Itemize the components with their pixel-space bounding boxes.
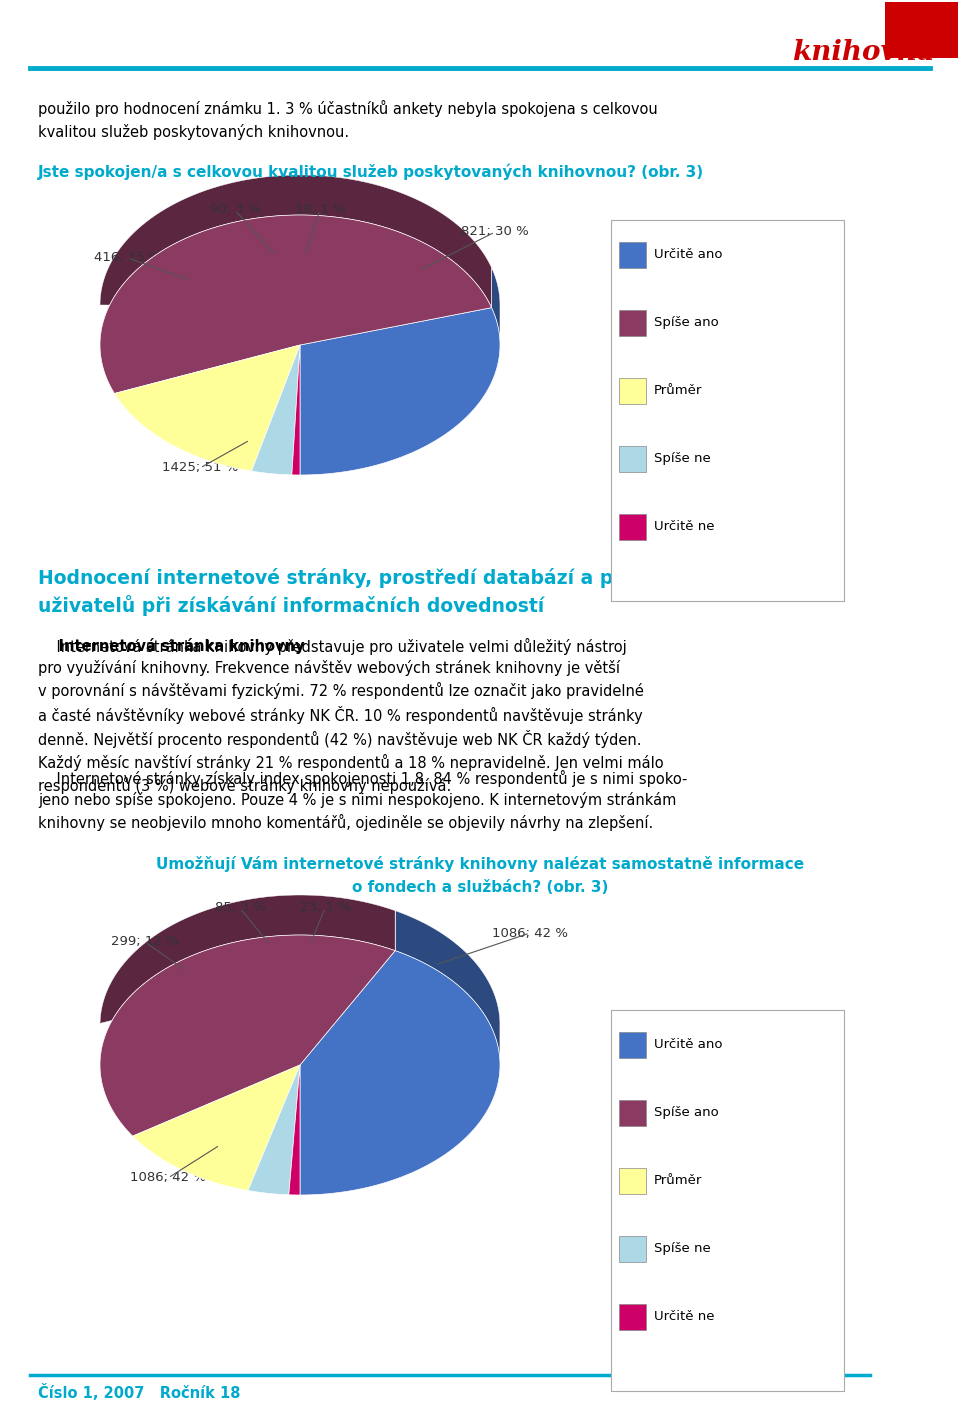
Polygon shape <box>492 268 500 343</box>
Text: Číslo 1, 2007   Ročník 18: Číslo 1, 2007 Ročník 18 <box>38 1383 241 1400</box>
Text: uživatelů při získávání informačních dovedností: uživatelů při získávání informačních dov… <box>38 595 544 616</box>
Polygon shape <box>100 895 396 1063</box>
Bar <box>619 1100 646 1126</box>
Polygon shape <box>100 935 396 1136</box>
Polygon shape <box>100 176 492 346</box>
Text: 416; 15 %: 416; 15 % <box>94 252 162 265</box>
Text: Určitě ano: Určitě ano <box>654 1038 723 1052</box>
Text: 23; 1 %: 23; 1 % <box>300 902 350 915</box>
Text: Spíše ne: Spíše ne <box>654 1242 710 1256</box>
Text: Průměr: Průměr <box>654 384 703 398</box>
Bar <box>619 1236 646 1262</box>
Bar <box>619 446 646 472</box>
Text: Internetová stránka knihovny představuje pro uživatele velmi důležitý nástroj
pr: Internetová stránka knihovny představuje… <box>38 639 663 794</box>
Bar <box>612 219 844 602</box>
Polygon shape <box>100 215 492 394</box>
Text: 1086; 42 %: 1086; 42 % <box>492 926 568 939</box>
Bar <box>619 378 646 404</box>
Bar <box>619 242 646 268</box>
Bar <box>619 1304 646 1330</box>
Text: Internetové stránky získaly index spokojenosti 1,8. 84 % respondentů je s nimi s: Internetové stránky získaly index spokoj… <box>38 770 687 831</box>
Polygon shape <box>396 910 500 1061</box>
Text: Umožňují Vám internetové stránky knihovny nalézat samostatně informace: Umožňují Vám internetové stránky knihovn… <box>156 857 804 872</box>
Bar <box>619 1168 646 1194</box>
Text: Určitě ano: Určitě ano <box>654 248 723 262</box>
Text: Průměr: Průměr <box>654 1174 703 1188</box>
Bar <box>619 514 646 539</box>
Polygon shape <box>252 346 300 474</box>
Text: o fondech a službách? (obr. 3): o fondech a službách? (obr. 3) <box>351 879 609 895</box>
Bar <box>612 1010 844 1392</box>
Polygon shape <box>289 1065 300 1195</box>
Text: 90; 3 %: 90; 3 % <box>209 204 260 217</box>
Bar <box>619 310 646 336</box>
Text: Spíše ano: Spíše ano <box>654 316 719 330</box>
Text: 299; 12 %: 299; 12 % <box>111 936 179 949</box>
Text: 1086; 42 %: 1086; 42 % <box>130 1171 206 1185</box>
Text: Internetová stránka knihovny: Internetová stránka knihovny <box>38 639 304 654</box>
Bar <box>619 1032 646 1058</box>
Polygon shape <box>300 950 500 1195</box>
Text: Hodnocení internetové stránky, prostředí databází a podpory: Hodnocení internetové stránky, prostředí… <box>38 568 687 588</box>
Polygon shape <box>292 346 300 474</box>
Text: Spíše ne: Spíše ne <box>654 452 710 466</box>
Text: Spíše ano: Spíše ano <box>654 1106 719 1120</box>
Polygon shape <box>248 1065 300 1195</box>
Text: Určitě ne: Určitě ne <box>654 520 714 534</box>
Polygon shape <box>300 307 500 474</box>
Polygon shape <box>132 1065 300 1191</box>
Polygon shape <box>114 346 300 472</box>
Text: 1425; 51 %: 1425; 51 % <box>162 462 238 474</box>
Text: Jste spokojen/a s celkovou kvalitou služeb poskytovaných knihovnou? (obr. 3): Jste spokojen/a s celkovou kvalitou služ… <box>38 163 704 180</box>
Text: 821; 30 %: 821; 30 % <box>461 225 529 238</box>
Text: Určitě ne: Určitě ne <box>654 1310 714 1324</box>
Text: 85; 3 %: 85; 3 % <box>215 902 265 915</box>
Text: použilo pro hodnocení známku 1. 3 % účastníků ankety nebyla spokojena s celkovou: použilo pro hodnocení známku 1. 3 % účas… <box>38 101 658 140</box>
Text: 18; 1 %: 18; 1 % <box>295 204 346 217</box>
Text: knihovna: knihovna <box>792 38 935 65</box>
Text: 87: 87 <box>898 1369 945 1402</box>
